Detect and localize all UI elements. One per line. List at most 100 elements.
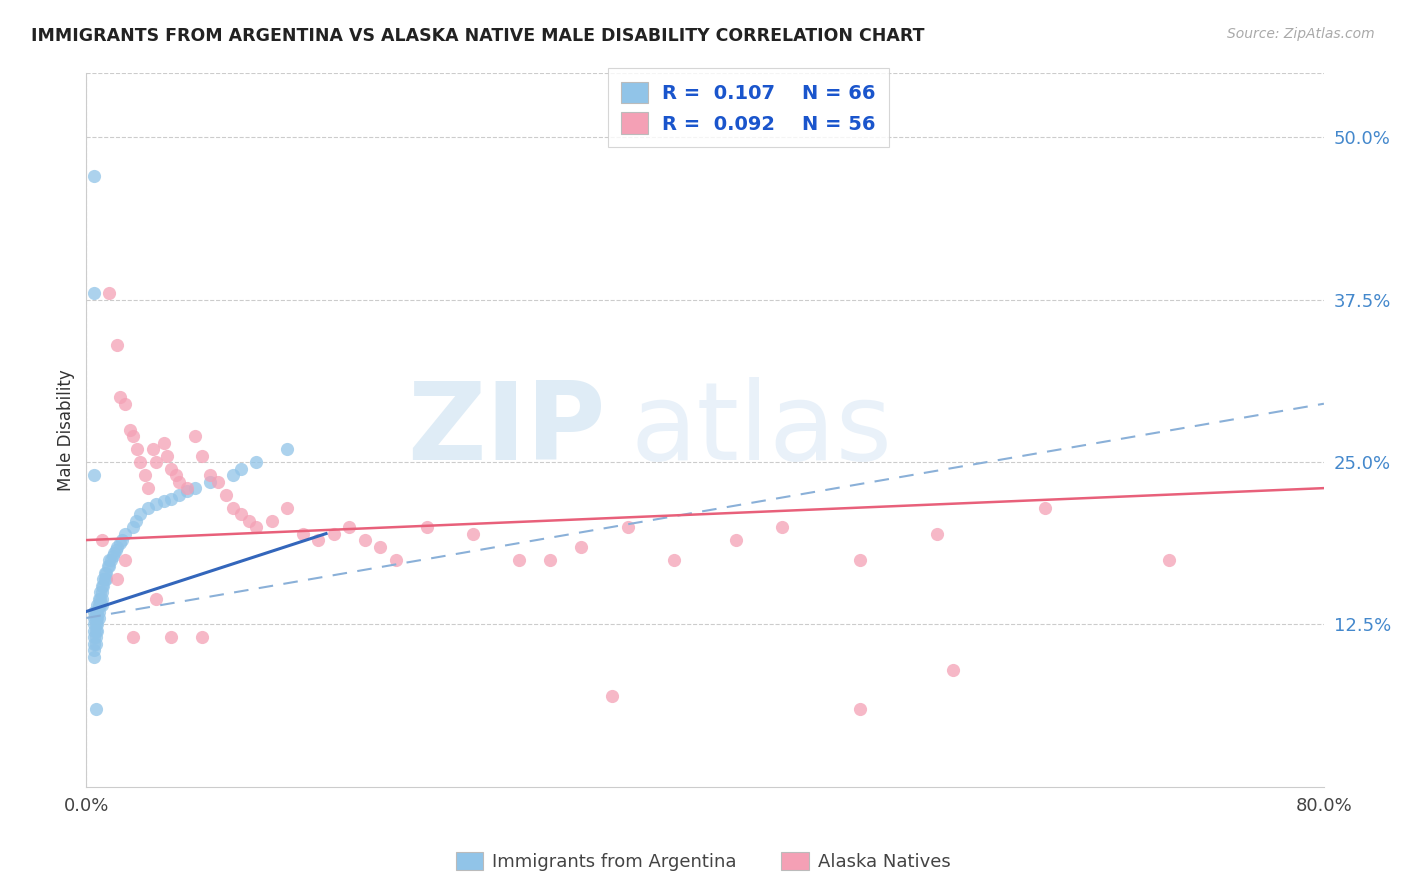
- Point: [87, 605, 110, 619]
- Point: [145, 497, 167, 511]
- Point: [87, 591, 110, 606]
- Point: [114, 526, 136, 541]
- Legend: R =  0.107    N = 66, R =  0.092    N = 56: R = 0.107 N = 66, R = 0.092 N = 56: [607, 68, 889, 147]
- Point: [84, 605, 107, 619]
- Point: [96, 566, 118, 580]
- Text: atlas: atlas: [631, 376, 893, 483]
- Point: [415, 520, 437, 534]
- Point: [83, 286, 105, 301]
- Point: [101, 549, 124, 563]
- Point: [191, 449, 214, 463]
- Point: [229, 461, 252, 475]
- Point: [508, 552, 530, 566]
- Point: [156, 449, 179, 463]
- Point: [89, 598, 111, 612]
- Point: [83, 650, 105, 665]
- Point: [160, 461, 183, 475]
- Point: [183, 481, 205, 495]
- Point: [322, 526, 344, 541]
- Point: [600, 689, 623, 703]
- Point: [134, 468, 156, 483]
- Point: [98, 552, 121, 566]
- Point: [83, 643, 105, 657]
- Point: [222, 500, 245, 515]
- Point: [105, 572, 128, 586]
- Point: [167, 488, 190, 502]
- Point: [291, 526, 314, 541]
- Point: [84, 637, 107, 651]
- Point: [127, 442, 149, 457]
- Point: [1035, 500, 1057, 515]
- Point: [307, 533, 329, 547]
- Point: [87, 598, 110, 612]
- Point: [90, 585, 112, 599]
- Point: [276, 500, 298, 515]
- Point: [94, 572, 117, 586]
- Point: [198, 475, 221, 489]
- Point: [337, 520, 360, 534]
- Y-axis label: Male Disability: Male Disability: [58, 368, 75, 491]
- Point: [90, 533, 112, 547]
- Point: [91, 572, 114, 586]
- Point: [84, 611, 107, 625]
- Point: [97, 559, 120, 574]
- Point: [260, 514, 283, 528]
- Point: [94, 566, 117, 580]
- Point: [86, 605, 108, 619]
- Point: [245, 455, 267, 469]
- Point: [152, 494, 174, 508]
- Point: [384, 552, 406, 566]
- Point: [84, 702, 107, 716]
- Point: [1159, 552, 1181, 566]
- Text: IMMIGRANTS FROM ARGENTINA VS ALASKA NATIVE MALE DISABILITY CORRELATION CHART: IMMIGRANTS FROM ARGENTINA VS ALASKA NATI…: [31, 27, 924, 45]
- Point: [110, 535, 132, 549]
- Text: Source: ZipAtlas.com: Source: ZipAtlas.com: [1227, 27, 1375, 41]
- Point: [114, 397, 136, 411]
- Point: [121, 520, 143, 534]
- Point: [84, 624, 107, 638]
- Point: [662, 552, 685, 566]
- Point: [167, 475, 190, 489]
- Point: [160, 491, 183, 506]
- Point: [98, 559, 121, 574]
- Point: [245, 520, 267, 534]
- Legend: Immigrants from Argentina, Alaska Natives: Immigrants from Argentina, Alaska Native…: [449, 845, 957, 879]
- Point: [276, 442, 298, 457]
- Point: [105, 540, 128, 554]
- Point: [91, 578, 114, 592]
- Point: [198, 468, 221, 483]
- Point: [121, 631, 143, 645]
- Point: [849, 702, 872, 716]
- Point: [96, 572, 118, 586]
- Point: [538, 552, 561, 566]
- Point: [98, 286, 121, 301]
- Point: [353, 533, 375, 547]
- Point: [129, 455, 152, 469]
- Point: [724, 533, 747, 547]
- Point: [145, 455, 167, 469]
- Point: [214, 488, 236, 502]
- Point: [86, 598, 108, 612]
- Point: [942, 663, 965, 677]
- Point: [136, 481, 159, 495]
- Point: [83, 624, 105, 638]
- Point: [87, 611, 110, 625]
- Point: [176, 483, 198, 498]
- Point: [145, 591, 167, 606]
- Point: [569, 540, 592, 554]
- Point: [176, 481, 198, 495]
- Point: [616, 520, 638, 534]
- Text: ZIP: ZIP: [408, 376, 606, 483]
- Point: [165, 468, 187, 483]
- Point: [105, 338, 128, 352]
- Point: [136, 500, 159, 515]
- Point: [160, 631, 183, 645]
- Point: [222, 468, 245, 483]
- Point: [83, 169, 105, 184]
- Point: [114, 552, 136, 566]
- Point: [125, 514, 148, 528]
- Point: [90, 578, 112, 592]
- Point: [100, 552, 122, 566]
- Point: [90, 598, 112, 612]
- Point: [238, 514, 260, 528]
